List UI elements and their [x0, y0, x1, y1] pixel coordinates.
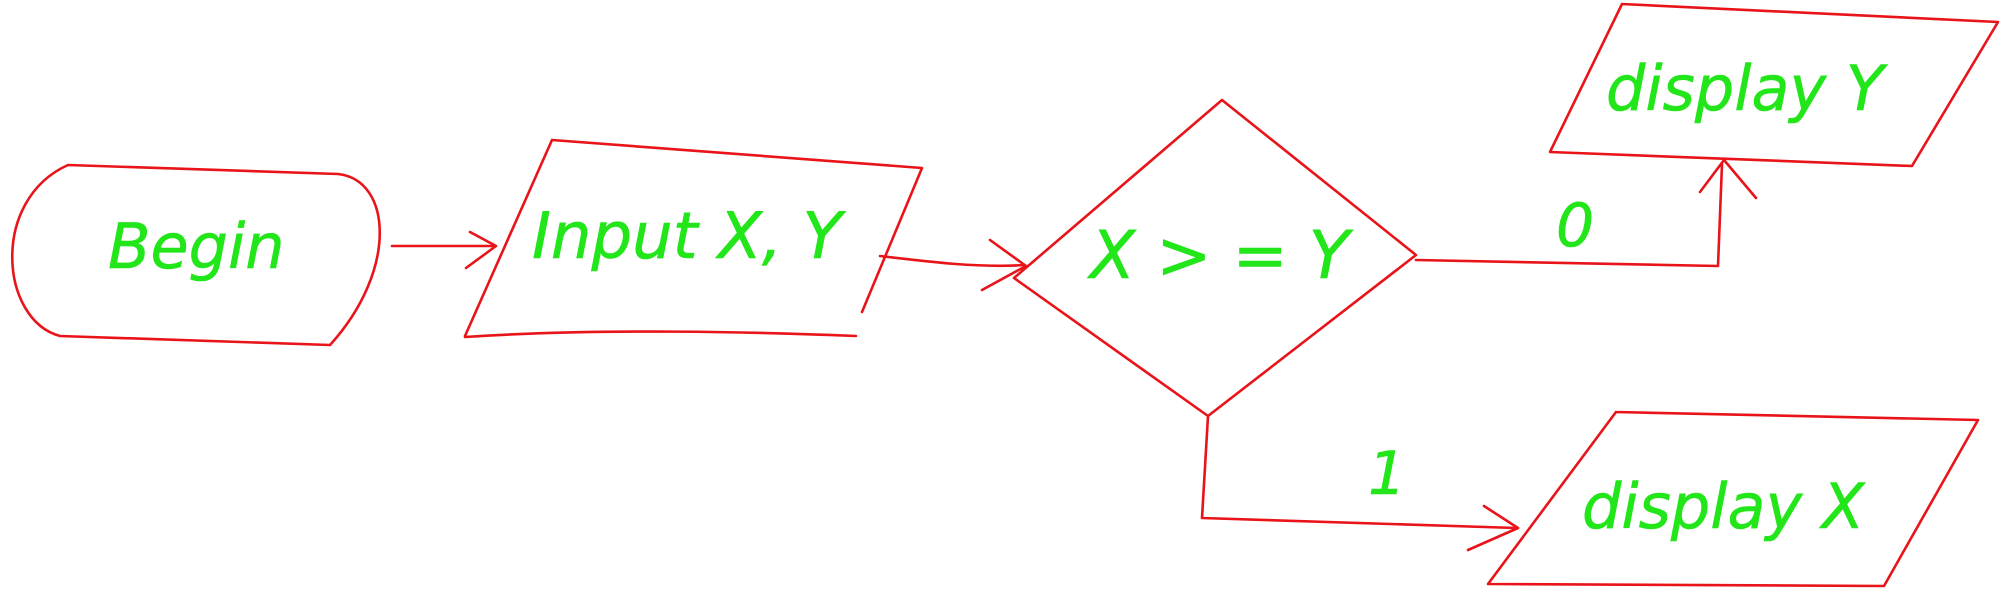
arrow-input-to-decision — [878, 238, 1028, 292]
arrow-begin-to-input-head — [464, 230, 498, 270]
arrow-decision-to-display-x-line — [1200, 414, 1518, 530]
input-node: Input X, Y — [463, 138, 924, 339]
input-label: Input X, Y — [532, 200, 847, 274]
display-x-label: display X — [1582, 470, 1866, 543]
begin-terminator-shape — [11, 163, 382, 347]
display-y-label: display Y — [1606, 52, 1888, 125]
arrow-begin-to-input — [390, 230, 498, 270]
arrow-input-to-decision-head — [980, 238, 1028, 292]
input-parallelogram-shape — [463, 138, 924, 339]
decision-node: X > = Y — [1012, 98, 1418, 418]
arrow-decision-to-display-y-line — [1414, 162, 1724, 268]
arrow-decision-to-display-y: 0 — [1414, 158, 1758, 268]
edge-label-1: 1 — [1368, 439, 1406, 509]
arrow-decision-to-display-y-head — [1698, 158, 1758, 200]
begin-label: Begin — [108, 210, 285, 283]
display-y-parallelogram-shape — [1548, 2, 2000, 168]
arrow-input-to-decision-line — [878, 254, 1026, 268]
display-x-parallelogram-shape — [1486, 410, 1980, 588]
arrow-decision-to-display-x: 1 — [1200, 414, 1520, 552]
decision-label: X > = Y — [1087, 217, 1354, 294]
display-y-node: display Y — [1548, 2, 2000, 168]
display-x-node: display X — [1486, 410, 1980, 588]
edge-label-0: 0 — [1556, 191, 1594, 261]
begin-node: Begin — [11, 163, 382, 347]
arrow-decision-to-display-x-head — [1466, 504, 1520, 552]
